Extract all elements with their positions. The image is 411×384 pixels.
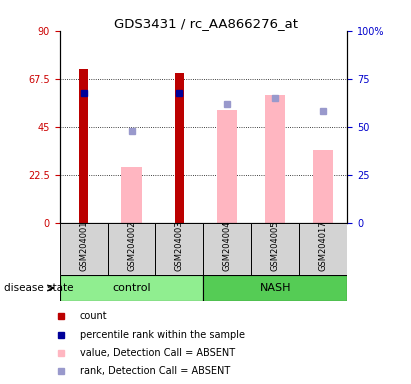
Text: value, Detection Call = ABSENT: value, Detection Call = ABSENT	[80, 348, 235, 358]
Bar	[60, 275, 203, 301]
Bar	[313, 150, 333, 223]
Bar	[203, 223, 252, 275]
Text: GSM204001: GSM204001	[79, 221, 88, 271]
Text: GDS3431 / rc_AA866276_at: GDS3431 / rc_AA866276_at	[113, 17, 298, 30]
Bar	[108, 223, 155, 275]
Bar	[217, 110, 238, 223]
Bar	[299, 223, 347, 275]
Text: percentile rank within the sample: percentile rank within the sample	[80, 329, 245, 339]
Text: disease state: disease state	[4, 283, 74, 293]
Bar	[122, 167, 141, 223]
Text: control: control	[112, 283, 151, 293]
Bar	[79, 69, 88, 223]
Text: GSM204002: GSM204002	[127, 221, 136, 271]
Bar	[203, 275, 347, 301]
Text: GSM204005: GSM204005	[271, 221, 280, 271]
Bar	[265, 95, 285, 223]
Text: count: count	[80, 311, 108, 321]
Text: rank, Detection Call = ABSENT: rank, Detection Call = ABSENT	[80, 366, 230, 376]
Text: NASH: NASH	[260, 283, 291, 293]
Bar	[60, 223, 108, 275]
Text: GSM204003: GSM204003	[175, 221, 184, 271]
Text: GSM204004: GSM204004	[223, 221, 232, 271]
Text: GSM204017: GSM204017	[319, 221, 328, 271]
Bar	[252, 223, 299, 275]
Bar	[175, 73, 184, 223]
Bar	[155, 223, 203, 275]
